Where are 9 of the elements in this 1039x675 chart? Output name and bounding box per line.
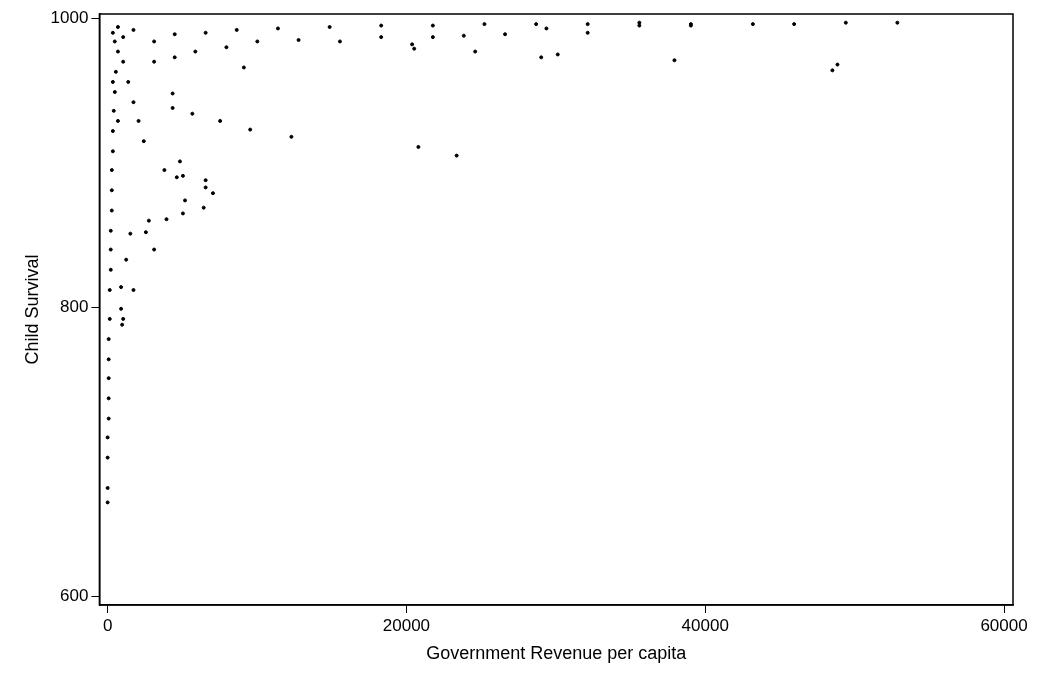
x-tick-label: 0	[102, 615, 113, 635]
x-tick-label: 40000	[681, 615, 729, 635]
y-tick-label: 1000	[50, 8, 89, 28]
x-tick-label: 20000	[382, 615, 431, 635]
y-tick-label: 600	[60, 586, 89, 606]
x-axis-title: Government Revenue per capita	[426, 643, 688, 664]
x-tick-label: 60000	[980, 615, 1028, 635]
y-axis-title: Child Survival	[21, 254, 42, 365]
y-tick-label: 800	[60, 297, 89, 317]
